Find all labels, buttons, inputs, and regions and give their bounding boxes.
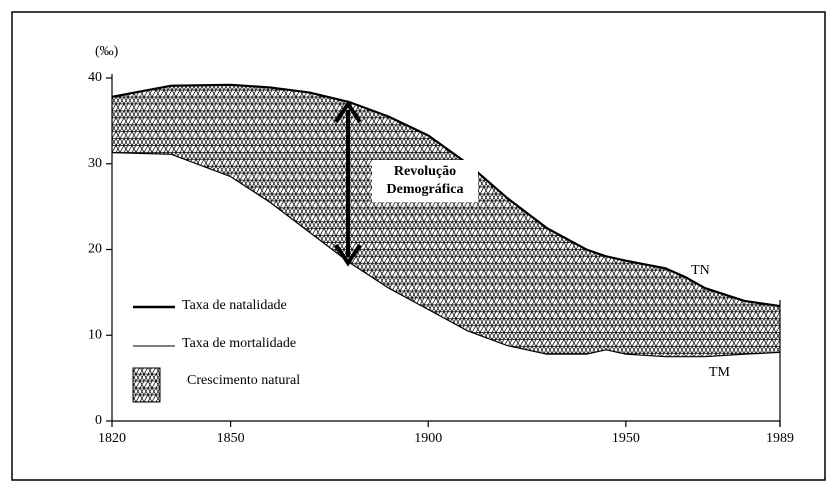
x-tick-label: 1900 xyxy=(414,431,442,446)
plot: TN TM 0 10 20 30 40 1820 1850 1900 1950 1989 xyxy=(88,70,794,446)
legend-label: Crescimento natural xyxy=(187,373,300,388)
y-axis-label: (‰) xyxy=(95,44,119,59)
series-label: TM xyxy=(709,365,731,380)
x-tick-label: 1850 xyxy=(217,431,245,446)
arrow-heads xyxy=(334,100,362,267)
natural-growth-area xyxy=(112,84,780,357)
y-tick-label: 20 xyxy=(88,242,102,257)
y-tick-label: 0 xyxy=(95,413,102,428)
annotation: Demográfica xyxy=(387,182,464,197)
legend-label: Taxa de mortalidade xyxy=(182,336,296,351)
rate-line xyxy=(111,152,781,358)
y-tick-label: 30 xyxy=(88,156,102,171)
x-tick-label: 1989 xyxy=(766,431,794,446)
y-tick-label: 10 xyxy=(88,327,102,342)
frame xyxy=(11,11,826,481)
annotation-box xyxy=(372,160,478,202)
x-tick-label: 1950 xyxy=(612,431,640,446)
legend-label: Taxa de natalidade xyxy=(182,298,287,313)
y-tick-label: 40 xyxy=(88,70,102,85)
annotation: Revolução xyxy=(394,164,456,179)
x-tick-label: 1820 xyxy=(98,431,126,446)
rate-line xyxy=(111,83,781,308)
series-label: TN xyxy=(691,263,710,278)
legend-swatch xyxy=(132,367,161,403)
